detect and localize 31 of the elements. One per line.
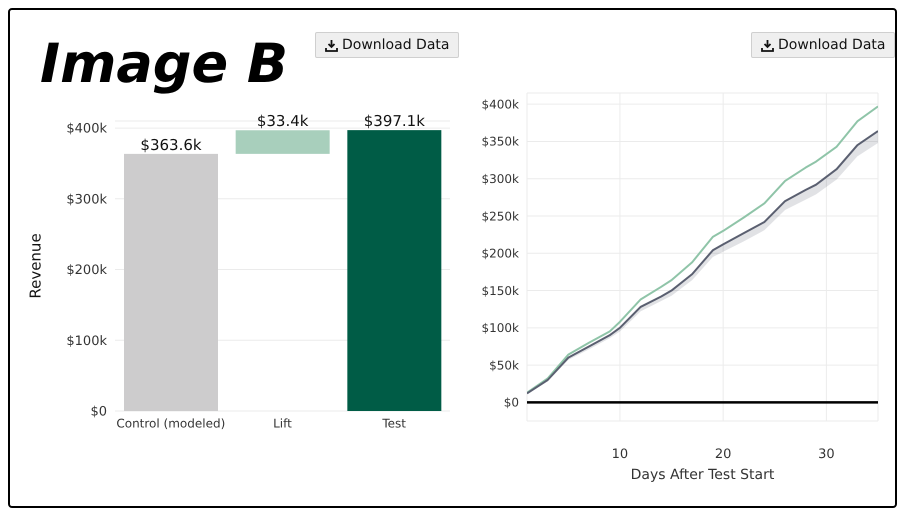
- y-axis-title: Revenue: [26, 233, 44, 299]
- y-tick-label: $100k: [482, 321, 520, 336]
- bar: [124, 154, 218, 411]
- x-axis-title: Days After Test Start: [630, 467, 775, 483]
- download-button[interactable]: Download Data: [751, 32, 895, 58]
- y-tick-label: $0: [90, 404, 107, 420]
- data-label: $363.6k: [140, 136, 202, 154]
- y-tick-label: $150k: [482, 284, 520, 298]
- y-tick-label: $400k: [66, 122, 108, 137]
- bar: [347, 130, 442, 411]
- y-tick-label: $50k: [489, 358, 520, 372]
- y-tick-label: $300k: [66, 192, 108, 208]
- y-tick-label: $250k: [482, 209, 520, 224]
- data-label: $397.1k: [364, 112, 426, 130]
- x-tick-label: Lift: [273, 416, 292, 431]
- y-tick-label: $0: [504, 396, 519, 410]
- x-tick-label: Control (modeled): [116, 416, 226, 431]
- chart-title: Image B: [40, 32, 288, 95]
- x-tick-label: Test: [381, 416, 406, 431]
- y-tick-label: $200k: [482, 246, 520, 261]
- bar: [236, 130, 330, 154]
- x-tick-label: 30: [818, 447, 835, 462]
- y-tick-label: $300k: [482, 172, 520, 186]
- y-tick-label: $400k: [482, 97, 520, 112]
- download-button[interactable]: Download Data: [315, 32, 460, 58]
- y-tick-label: $350k: [482, 134, 520, 149]
- data-label: $33.4k: [256, 112, 309, 130]
- y-tick-label: $100k: [66, 334, 108, 349]
- y-tick-label: $200k: [66, 263, 108, 278]
- x-tick-label: 20: [714, 447, 732, 462]
- x-tick-label: 10: [612, 447, 628, 462]
